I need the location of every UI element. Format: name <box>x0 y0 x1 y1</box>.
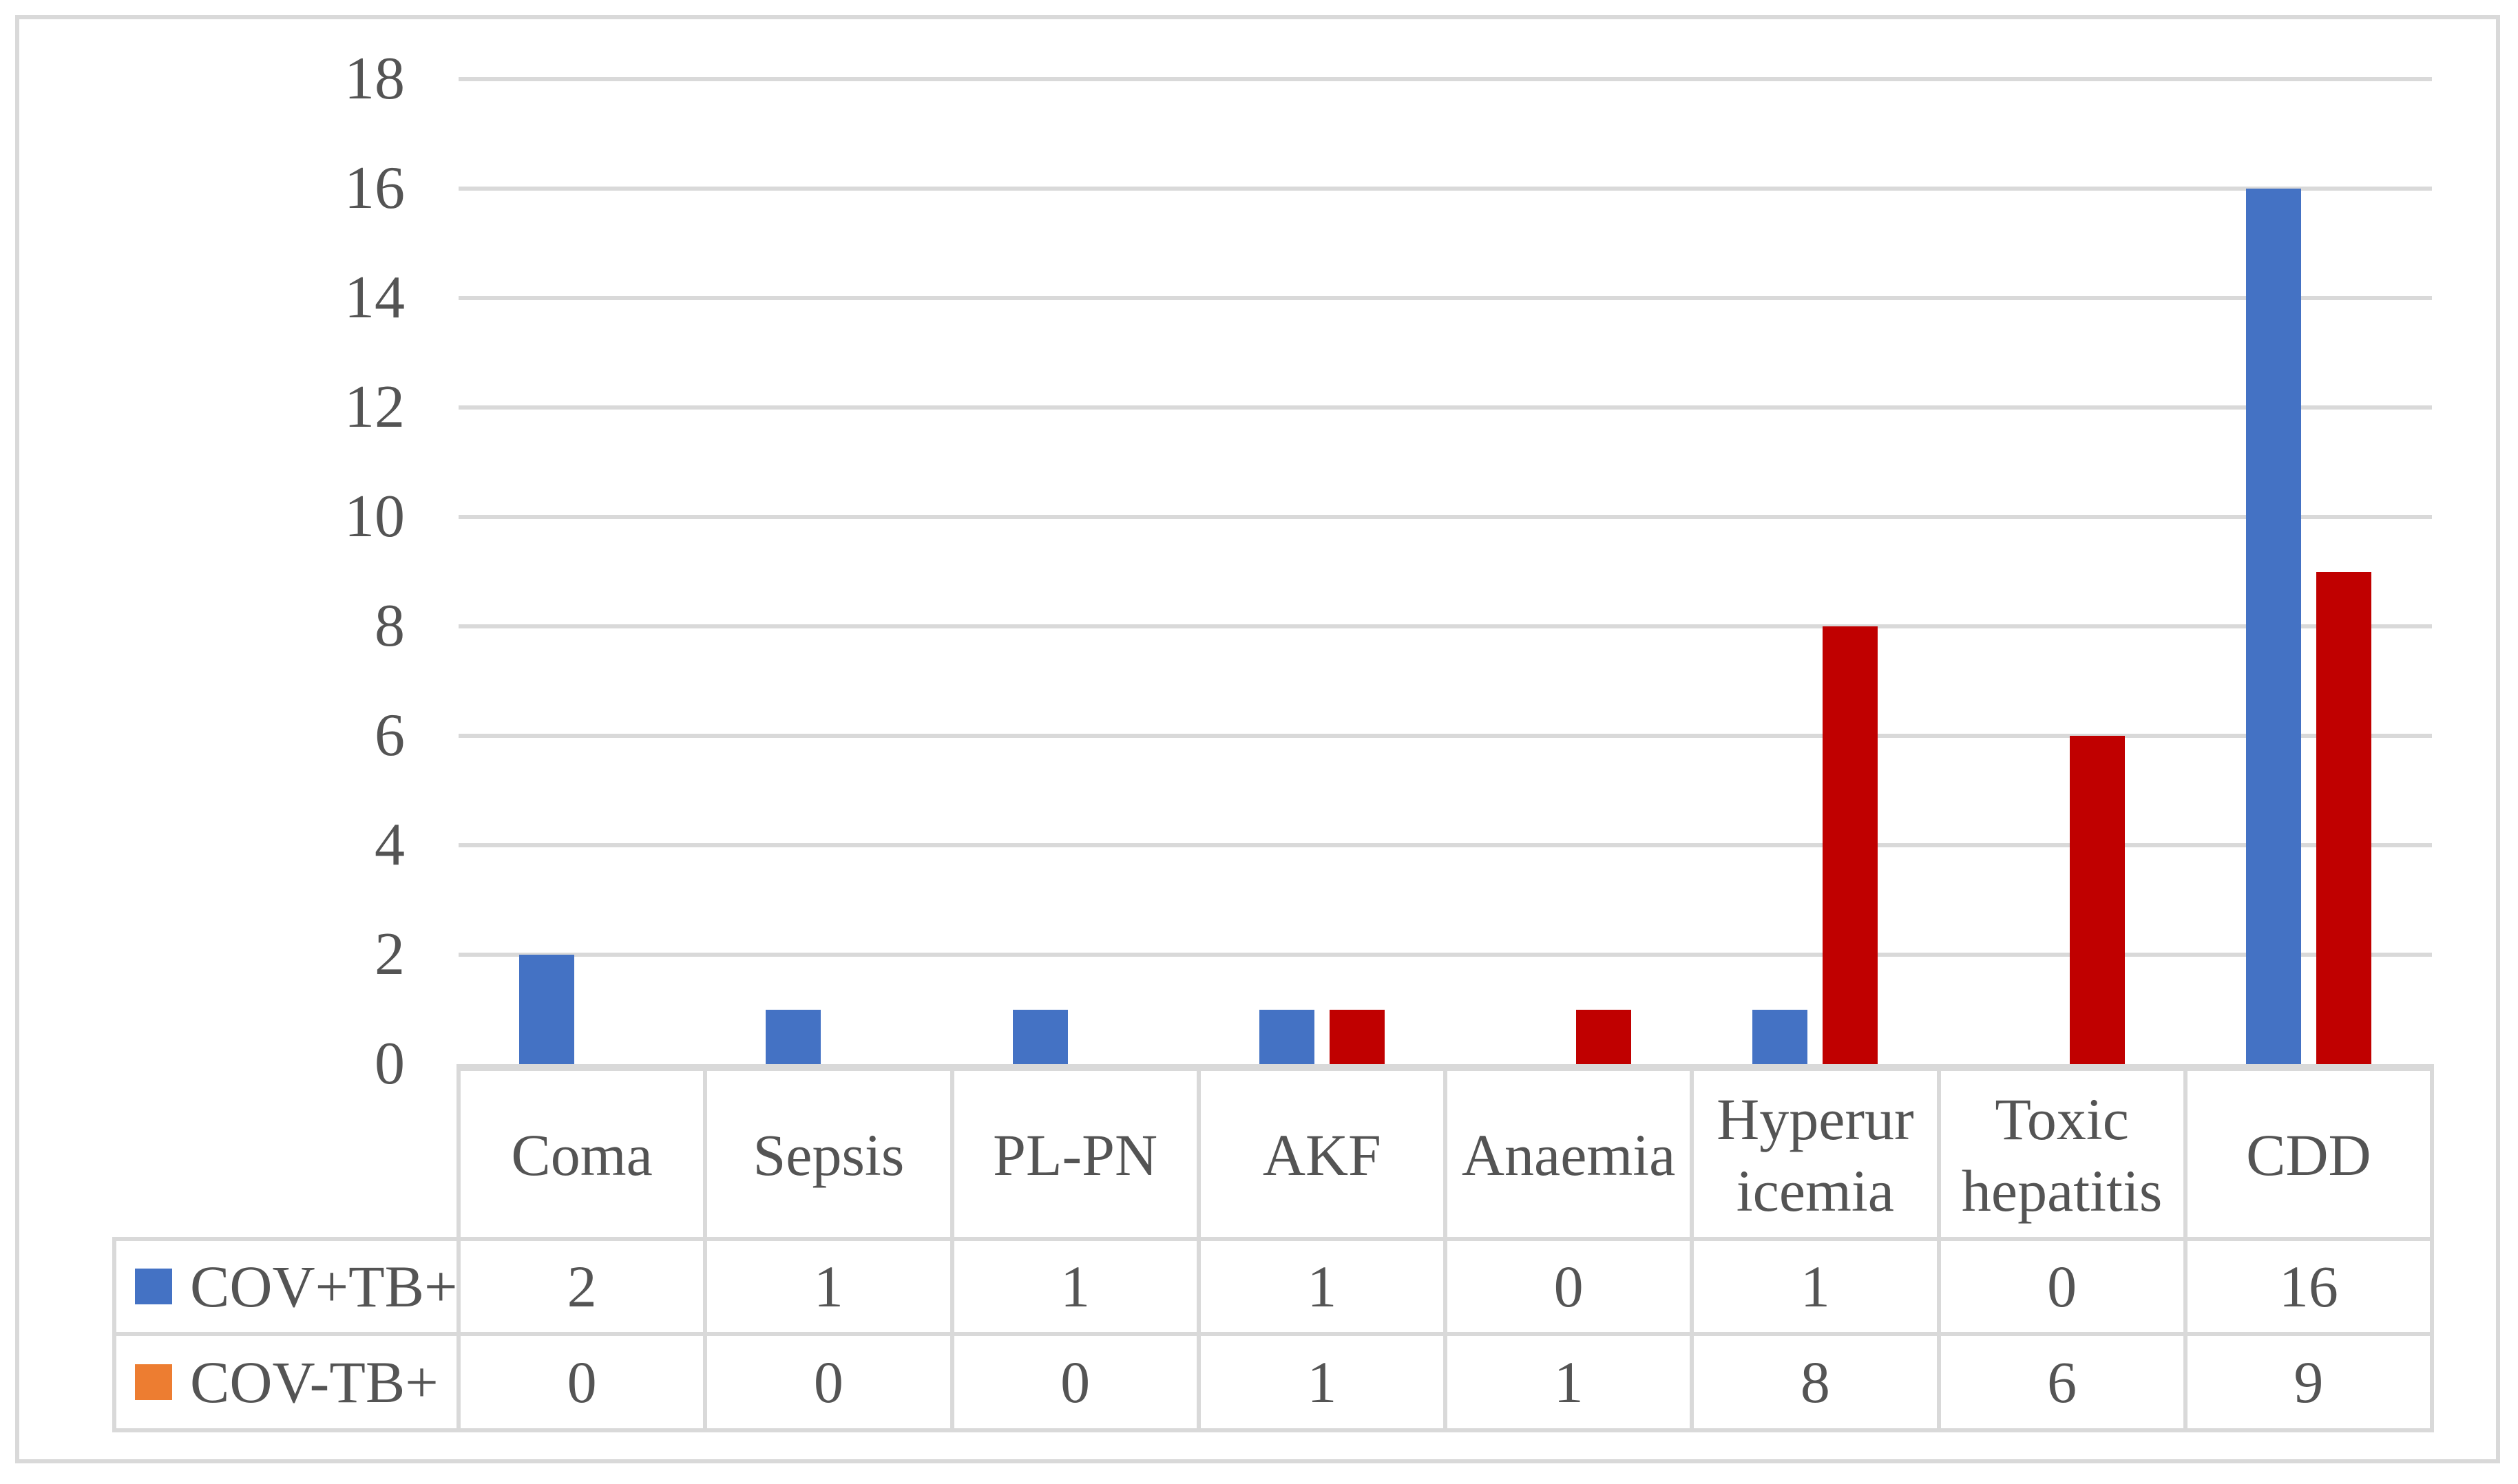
bar-series1-akf <box>1259 1009 1314 1064</box>
legend-cell: COV-TB+ <box>114 1334 459 1430</box>
value-cell: 1 <box>1553 1349 1584 1415</box>
category-cell: Hyperur icemia <box>1717 1086 1914 1224</box>
gridline <box>459 405 2432 410</box>
y-tick-label: 0 <box>375 1030 405 1097</box>
bar-series1-coma <box>519 955 575 1064</box>
bar-series1-sepsis <box>766 1009 821 1064</box>
table-column-border <box>457 1064 461 1430</box>
bar-series2-anaemia <box>1576 1009 1632 1064</box>
legend-cell: COV+TB+ <box>114 1239 459 1334</box>
gridline <box>459 843 2432 847</box>
table-column-border <box>1443 1064 1447 1430</box>
y-tick-label: 14 <box>344 264 405 331</box>
chart-outer-border <box>15 15 2500 1463</box>
bar-series1-hyperur-icemia <box>1752 1009 1808 1064</box>
category-cell: CDD <box>2246 1122 2371 1188</box>
y-tick-label: 12 <box>344 374 405 441</box>
y-tick-label: 2 <box>375 921 405 988</box>
table-column-border <box>1690 1064 1695 1430</box>
y-tick-label: 10 <box>344 483 405 550</box>
value-cell: 0 <box>1060 1349 1091 1415</box>
value-cell: 8 <box>1800 1349 1830 1415</box>
value-cell: 16 <box>2278 1253 2338 1319</box>
value-cell: 0 <box>813 1349 843 1415</box>
y-tick-label: 18 <box>344 45 405 112</box>
value-cell: 1 <box>1800 1253 1830 1319</box>
value-cell: 6 <box>2047 1349 2077 1415</box>
gridline <box>459 515 2432 519</box>
gridline <box>459 187 2432 191</box>
gridline <box>459 624 2432 628</box>
category-cell: Coma <box>511 1122 653 1188</box>
table-row-border <box>112 1237 2434 1241</box>
bar-series2-toxic-hepatitis <box>2069 736 2125 1064</box>
value-cell: 2 <box>567 1253 597 1319</box>
value-cell: 0 <box>1553 1253 1584 1319</box>
bar-series2-cdd <box>2316 571 2371 1064</box>
table-column-border <box>703 1064 708 1430</box>
bar-series2-hyperur-icemia <box>1823 626 1878 1064</box>
value-cell: 1 <box>1307 1349 1337 1415</box>
y-tick-label: 6 <box>375 702 405 769</box>
category-cell: Sepsis <box>753 1122 905 1188</box>
table-column-border <box>2183 1064 2187 1430</box>
value-cell: 1 <box>813 1253 843 1319</box>
category-cell: Toxic hepatitis <box>1961 1086 2163 1224</box>
category-cell: Anaemia <box>1461 1122 1676 1188</box>
table-column-border <box>2430 1064 2434 1430</box>
y-tick-label: 4 <box>375 812 405 878</box>
bar-series1-pl-pn <box>1012 1009 1068 1064</box>
y-tick-label: 16 <box>344 155 405 222</box>
y-tick-label: 8 <box>375 593 405 659</box>
value-cell: 0 <box>2047 1253 2077 1319</box>
legend-swatch <box>135 1364 172 1400</box>
category-cell: PL-PN <box>993 1122 1158 1188</box>
value-cell: 9 <box>2294 1349 2324 1415</box>
bar-series1-cdd <box>2245 189 2301 1064</box>
gridline <box>459 296 2432 300</box>
bar-series2-akf <box>1329 1009 1385 1064</box>
category-cell: AKF <box>1262 1122 1381 1188</box>
table-column-border <box>950 1064 954 1430</box>
gridline <box>459 953 2432 957</box>
legend-label: COV+TB+ <box>190 1253 458 1319</box>
value-cell: 1 <box>1307 1253 1337 1319</box>
value-cell: 1 <box>1060 1253 1091 1319</box>
table-column-border <box>1936 1064 1941 1430</box>
table-row-border <box>112 1332 2434 1336</box>
legend-swatch <box>135 1269 172 1304</box>
gridline <box>459 77 2432 81</box>
value-cell: 0 <box>567 1349 597 1415</box>
legend-label: COV-TB+ <box>190 1349 439 1415</box>
gridline <box>459 734 2432 738</box>
table-row-border <box>112 1428 2434 1432</box>
table-column-border <box>1196 1064 1201 1430</box>
